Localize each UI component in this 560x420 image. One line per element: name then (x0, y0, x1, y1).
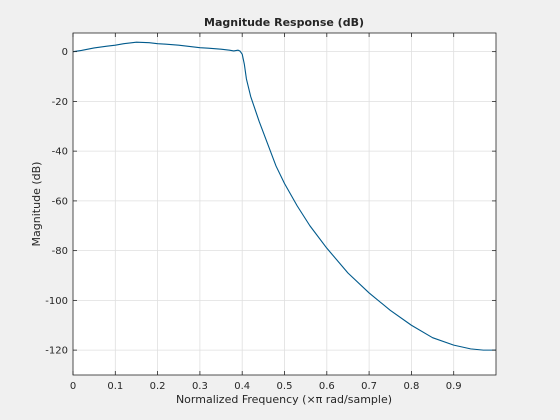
x-axis-label: Normalized Frequency (×π rad/sample) (176, 393, 392, 406)
y-axis-label: Magnitude (dB) (30, 162, 43, 247)
data-layer (72, 41, 496, 351)
tick-marks (72, 33, 496, 375)
x-tick-label: 0.7 (361, 381, 377, 392)
tick-labels: 0 0.1 0.2 0.3 0.4 0.5 0.6 0.7 0.8 0.9 0 -20 -40 -60 -8… (45, 47, 461, 392)
x-tick-label: 0.4 (234, 381, 250, 392)
y-tick-label: -80 (52, 246, 68, 257)
chart-title: Magnitude Response (dB) (204, 16, 364, 29)
x-tick-label: 0.2 (150, 381, 166, 392)
magnitude-response-line (72, 41, 496, 351)
y-tick-label: -40 (52, 147, 68, 158)
y-tick-label: -100 (45, 296, 68, 307)
x-tick-label: 0 (70, 381, 76, 392)
x-tick-label: 0.8 (403, 381, 419, 392)
y-tick-label: -120 (45, 346, 68, 357)
x-tick-label: 0.6 (319, 381, 335, 392)
y-tick-label: -60 (52, 196, 68, 207)
x-tick-label: 0.5 (277, 381, 293, 392)
x-tick-label: 0.9 (446, 381, 462, 392)
x-tick-label: 0.1 (107, 381, 123, 392)
y-tick-label: -20 (52, 97, 68, 108)
grid-lines (72, 33, 496, 375)
x-tick-label: 0.3 (192, 381, 208, 392)
y-tick-label: 0 (62, 47, 68, 58)
